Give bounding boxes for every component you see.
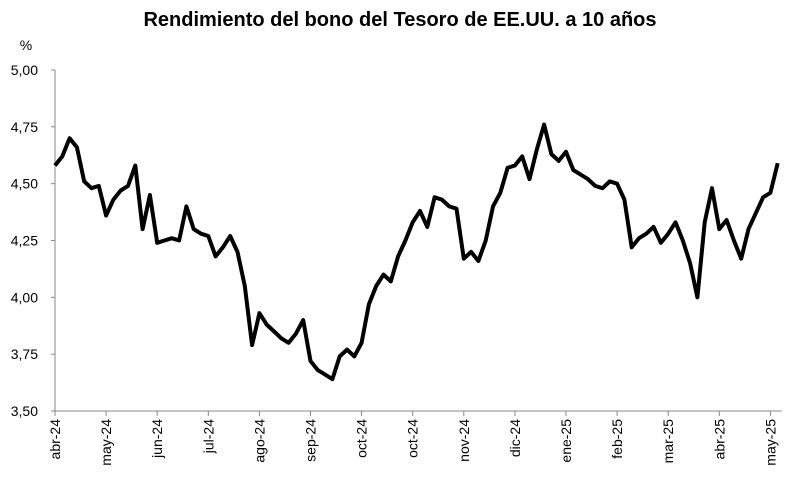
x-tick-label: may-24 <box>98 419 114 466</box>
y-axis-label: % <box>20 37 32 53</box>
x-tick-label: abr-24 <box>47 419 63 460</box>
y-tick-label: 3,50 <box>11 403 38 419</box>
y-tick-label: 3,75 <box>11 346 38 362</box>
y-tick-label: 4,50 <box>11 176 38 192</box>
x-tick-label: nov-24 <box>456 419 472 462</box>
x-tick-label: ene-25 <box>558 419 574 463</box>
y-tick-label: 4,75 <box>11 119 38 135</box>
y-tick-label: 4,00 <box>11 289 38 305</box>
line <box>53 122 780 382</box>
x-tick-label: may-25 <box>762 419 778 466</box>
x-tick-label: ago-24 <box>251 419 267 463</box>
x-tick-label: jun-24 <box>149 419 165 459</box>
x-tick-label: sep-24 <box>303 419 319 462</box>
y-tick-label: 5,00 <box>11 62 38 78</box>
x-tick-label: feb-25 <box>609 419 625 459</box>
x-tick-label: dic-24 <box>507 419 523 457</box>
x-tick-label: jul-24 <box>200 419 216 454</box>
x-tick-label: oct-24 <box>354 419 370 458</box>
y-tick-label: 4,25 <box>11 233 38 249</box>
chart-title: Rendimiento del bono del Tesoro de EE.UU… <box>143 9 656 31</box>
x-tick-label: abr-25 <box>711 419 727 460</box>
x-tick-label: oct-24 <box>405 419 421 458</box>
x-tick-label: mar-25 <box>660 419 676 464</box>
